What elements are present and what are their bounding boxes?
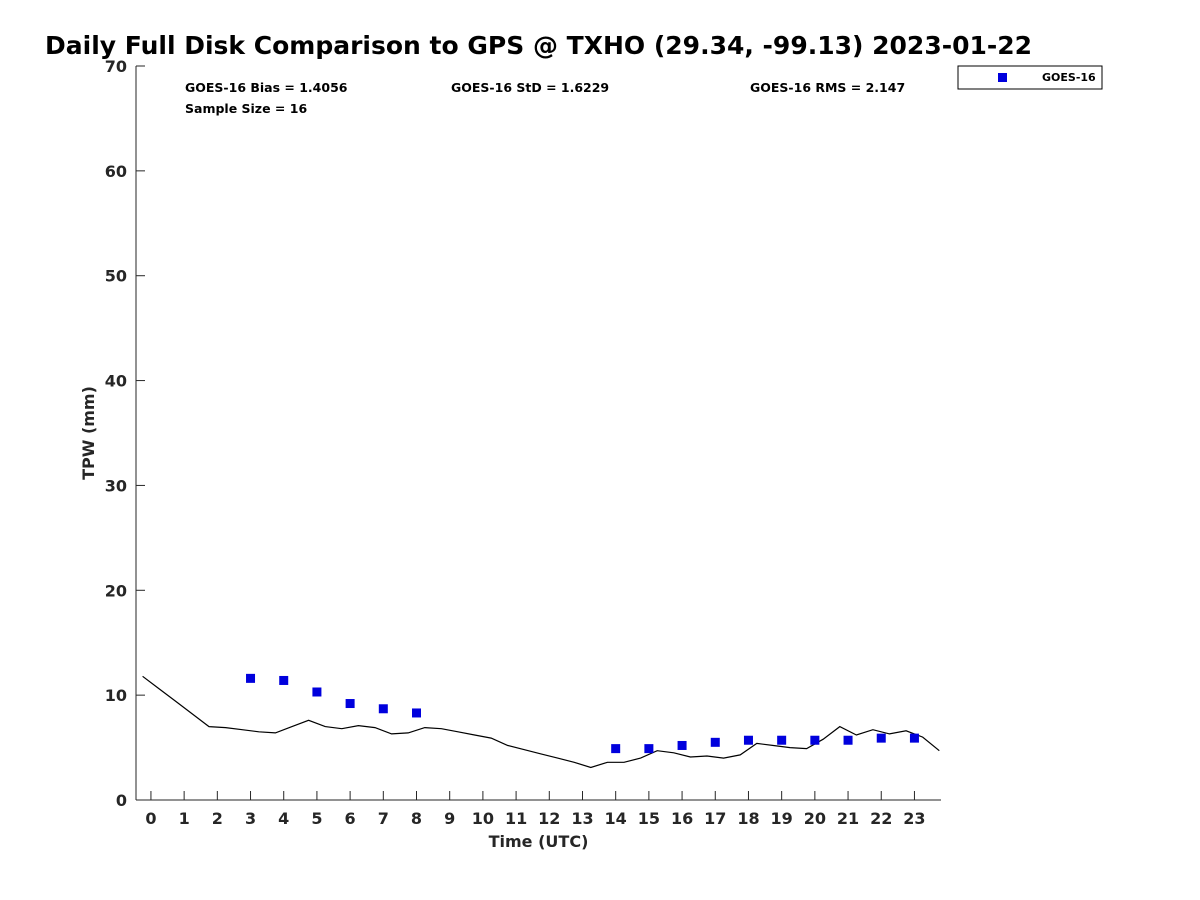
- goes-16-point: [710, 737, 720, 747]
- gps-line: [142, 675, 940, 769]
- goes-16-point: [246, 673, 256, 683]
- x-axis-label: Time (UTC): [489, 832, 589, 851]
- x-tick-label: 4: [278, 809, 289, 828]
- goes-16-point: [611, 744, 621, 754]
- x-tick-label: 0: [145, 809, 156, 828]
- y-tick-label: 50: [105, 267, 127, 286]
- x-tick-label: 20: [804, 809, 826, 828]
- x-tick-label: 11: [505, 809, 527, 828]
- goes-16-point: [644, 744, 654, 754]
- x-tick-label: 13: [571, 809, 593, 828]
- x-tick-label: 15: [638, 809, 660, 828]
- x-tick-label: 18: [737, 809, 759, 828]
- x-tick-label: 19: [771, 809, 793, 828]
- goes-16-point: [677, 740, 687, 750]
- goes-16-point: [909, 733, 919, 743]
- goes-16-point: [345, 699, 355, 709]
- chart-title: Daily Full Disk Comparison to GPS @ TXHO…: [45, 31, 1032, 60]
- plot-area: [142, 673, 940, 769]
- stat-std: GOES-16 StD = 1.6229: [451, 80, 609, 95]
- y-tick-label: 30: [105, 476, 127, 495]
- x-tick-label: 3: [245, 809, 256, 828]
- x-tick-label: 2: [212, 809, 223, 828]
- axes: [135, 66, 941, 801]
- legend-box: [957, 65, 1103, 90]
- legend-marker: [998, 73, 1007, 82]
- goes-16-point: [412, 708, 422, 718]
- stat-sample-size: Sample Size = 16: [185, 101, 307, 116]
- goes-16-point: [843, 735, 853, 745]
- x-tick-label: 9: [444, 809, 455, 828]
- x-tick-label: 1: [179, 809, 190, 828]
- stat-bias: GOES-16 Bias = 1.4056: [185, 80, 348, 95]
- y-tick-label: 60: [105, 162, 127, 181]
- goes-16-point: [378, 704, 388, 714]
- y-tick-label: 10: [105, 686, 127, 705]
- x-tick-label: 12: [538, 809, 560, 828]
- x-tick-label: 22: [870, 809, 892, 828]
- goes-16-point: [743, 735, 753, 745]
- stat-rms: GOES-16 RMS = 2.147: [750, 80, 905, 95]
- y-tick-label: 40: [105, 372, 127, 391]
- y-tick-label: 20: [105, 581, 127, 600]
- goes-16-point: [876, 733, 886, 743]
- x-tick-label: 17: [704, 809, 726, 828]
- x-tick-label: 10: [472, 809, 494, 828]
- y-tick-label: 70: [105, 57, 127, 76]
- x-tick-label: 23: [903, 809, 925, 828]
- x-tick-label: 7: [378, 809, 389, 828]
- x-tick-label: 21: [837, 809, 859, 828]
- x-tick-label: 6: [345, 809, 356, 828]
- y-axis-label: TPW (mm): [79, 386, 98, 480]
- x-tick-label: 16: [671, 809, 693, 828]
- goes-16-point: [777, 735, 787, 745]
- legend: GOES-16: [957, 65, 1103, 90]
- x-tick-label: 8: [411, 809, 422, 828]
- goes-16-point: [312, 687, 322, 697]
- y-tick-label: 0: [116, 791, 127, 810]
- x-tick-label: 5: [311, 809, 322, 828]
- goes-16-point: [279, 675, 289, 685]
- legend-label-goes-16: GOES-16: [1042, 71, 1096, 84]
- goes-16-point: [810, 735, 820, 745]
- ticks: 0 1 2 3 4 5 6 7 8 9 10 11 12 13 14 15 16 17 18 19 20 21 22 2301…: [105, 57, 926, 828]
- x-tick-label: 14: [605, 809, 627, 828]
